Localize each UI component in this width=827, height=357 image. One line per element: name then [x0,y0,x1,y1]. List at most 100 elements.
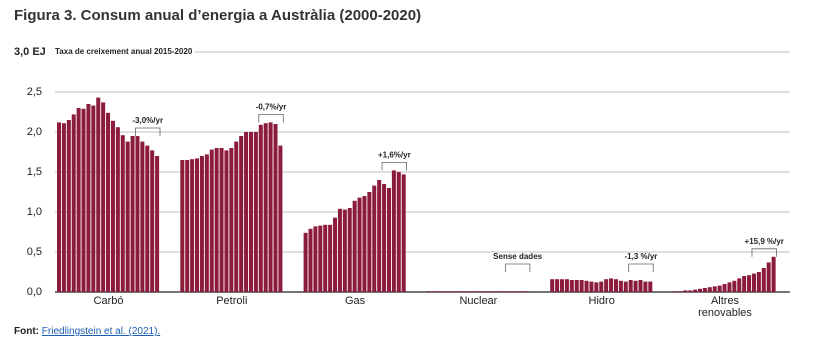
bar [693,289,698,292]
bar [550,279,555,292]
bar [308,228,313,292]
bar [623,281,628,292]
bracket [504,263,531,272]
bar [263,123,268,292]
bar [609,278,614,292]
subtitle-bg [53,47,195,57]
bar [707,287,712,292]
bar [628,280,633,292]
y-tick-label: 0,5 [27,246,42,258]
bar [524,291,529,292]
bar [648,281,653,292]
bar [722,284,727,292]
bar [574,280,579,292]
bar [500,291,505,292]
annotation: Sense dades [493,252,542,261]
bar [495,291,500,292]
bar [219,148,224,292]
x-tick-label: Altres renovables [698,295,752,319]
bar [569,280,574,292]
bar [115,127,120,292]
bar [717,285,722,292]
bar [396,172,401,292]
bar [239,136,244,292]
bar [71,114,76,293]
bar [505,291,510,292]
bar [185,160,190,292]
bar [727,282,732,292]
bar [688,290,693,292]
bar [333,217,338,292]
x-tick-label: Carbó [93,295,124,307]
subtitle: Taxa de creixement anual 2015-2020 [55,47,193,56]
bar [352,200,357,292]
bar [347,208,352,292]
bracket [751,248,777,257]
bar [130,136,135,292]
bracket [258,114,284,123]
bar [386,188,391,292]
bar [391,170,396,292]
bar [604,279,609,292]
bar [698,288,703,292]
bracket [381,162,407,171]
bar [673,291,678,292]
bar [258,124,263,292]
x-tick-label: Petroli [216,295,248,307]
source-link[interactable]: Friedlingstein et al. (2021). [41,326,161,337]
bar [584,280,589,292]
bar [594,282,599,292]
x-tick-label: Nuclear [459,295,498,307]
bar [180,160,185,292]
bar [485,291,490,292]
bar [401,174,406,292]
bar [155,156,160,292]
bar [204,154,209,292]
bar [209,149,214,292]
bar [81,108,86,292]
bar [618,280,623,292]
bar [224,150,229,292]
bracket [135,127,161,136]
bar [613,279,618,292]
bar [303,232,308,292]
bar [337,208,342,292]
annotation: -3,0%/yr [132,116,163,125]
bar [461,291,466,292]
bar [761,268,766,292]
bar [372,185,377,292]
y-tick-label: 2,0 [27,126,42,138]
bar [61,123,66,292]
bar [367,192,372,292]
y-tick-label: 1,0 [27,206,42,218]
bar [323,224,328,292]
annotation: +15,9 %/yr [745,237,784,246]
bar [318,225,323,292]
bar [732,280,737,292]
annotation: -1,3 %/yr [624,252,657,261]
bar [125,141,130,292]
bar [510,291,515,292]
bar [579,280,584,292]
bar [357,197,362,292]
y-tick-label: 2,5 [27,86,42,98]
bar [446,291,451,292]
bar [712,286,717,292]
bar [475,291,480,292]
bar [702,288,707,292]
bar [382,184,387,292]
bar [737,278,742,292]
x-tick-label: Hidro [588,295,615,307]
bar [268,122,273,293]
x-tick-label: Gas [345,295,366,307]
bar [441,291,446,292]
annotation: -0,7%/yr [256,103,287,112]
bar [451,291,456,292]
bar [471,291,476,292]
bar [140,141,145,292]
bracket [628,263,654,272]
bar [328,224,333,292]
bar [436,291,441,292]
bar [520,291,525,292]
bar [599,281,604,292]
